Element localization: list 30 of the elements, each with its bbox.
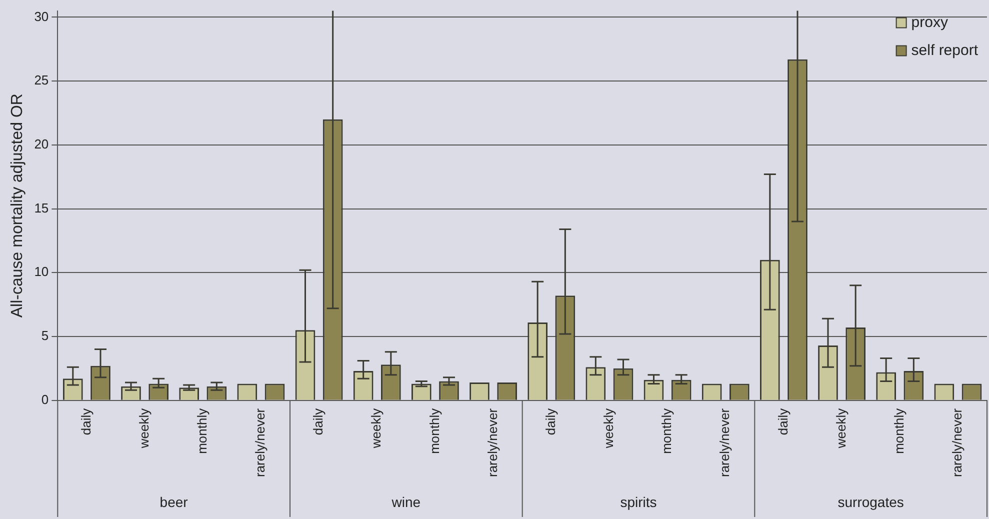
text: spirits — [620, 494, 657, 510]
x-tick-label: daily — [78, 408, 94, 436]
x-tick-label: monthly — [891, 408, 906, 454]
x-tick-label: weekly — [136, 408, 152, 450]
x-tick-label: rarely/never — [484, 408, 500, 478]
x-tick-label: monthly — [426, 408, 442, 454]
x-tick-label: daily — [775, 408, 790, 436]
x-tick-label: rarely/never — [252, 408, 268, 478]
y-tick-label: 20 — [34, 136, 49, 152]
y-tick-label: 15 — [34, 200, 49, 216]
x-tick-label: rarely/never — [950, 408, 965, 478]
y-tick-label: 25 — [34, 72, 49, 88]
text: surrogates — [838, 494, 904, 510]
y-tick-label: 0 — [41, 392, 49, 407]
x-tick-label: weekly — [833, 408, 848, 450]
text: beer — [160, 494, 188, 510]
y-tick-label: 30 — [34, 8, 49, 24]
legend-label: proxy — [911, 14, 948, 31]
x-tick-label: monthly — [194, 408, 210, 454]
x-tick-label: daily — [310, 408, 326, 436]
legend-label: self report — [911, 42, 979, 59]
x-tick-label: rarely/never — [717, 408, 732, 478]
x-tick-label: monthly — [659, 408, 674, 454]
x-tick-label: daily — [542, 408, 558, 436]
y-tick-label: 5 — [41, 328, 49, 344]
text: wine — [390, 494, 421, 510]
x-tick-label: weekly — [368, 408, 384, 450]
x-tick-label: weekly — [601, 408, 616, 450]
y-axis-title: All-cause mortality adjusted OR — [9, 94, 26, 318]
y-tick-label: 10 — [34, 264, 49, 280]
